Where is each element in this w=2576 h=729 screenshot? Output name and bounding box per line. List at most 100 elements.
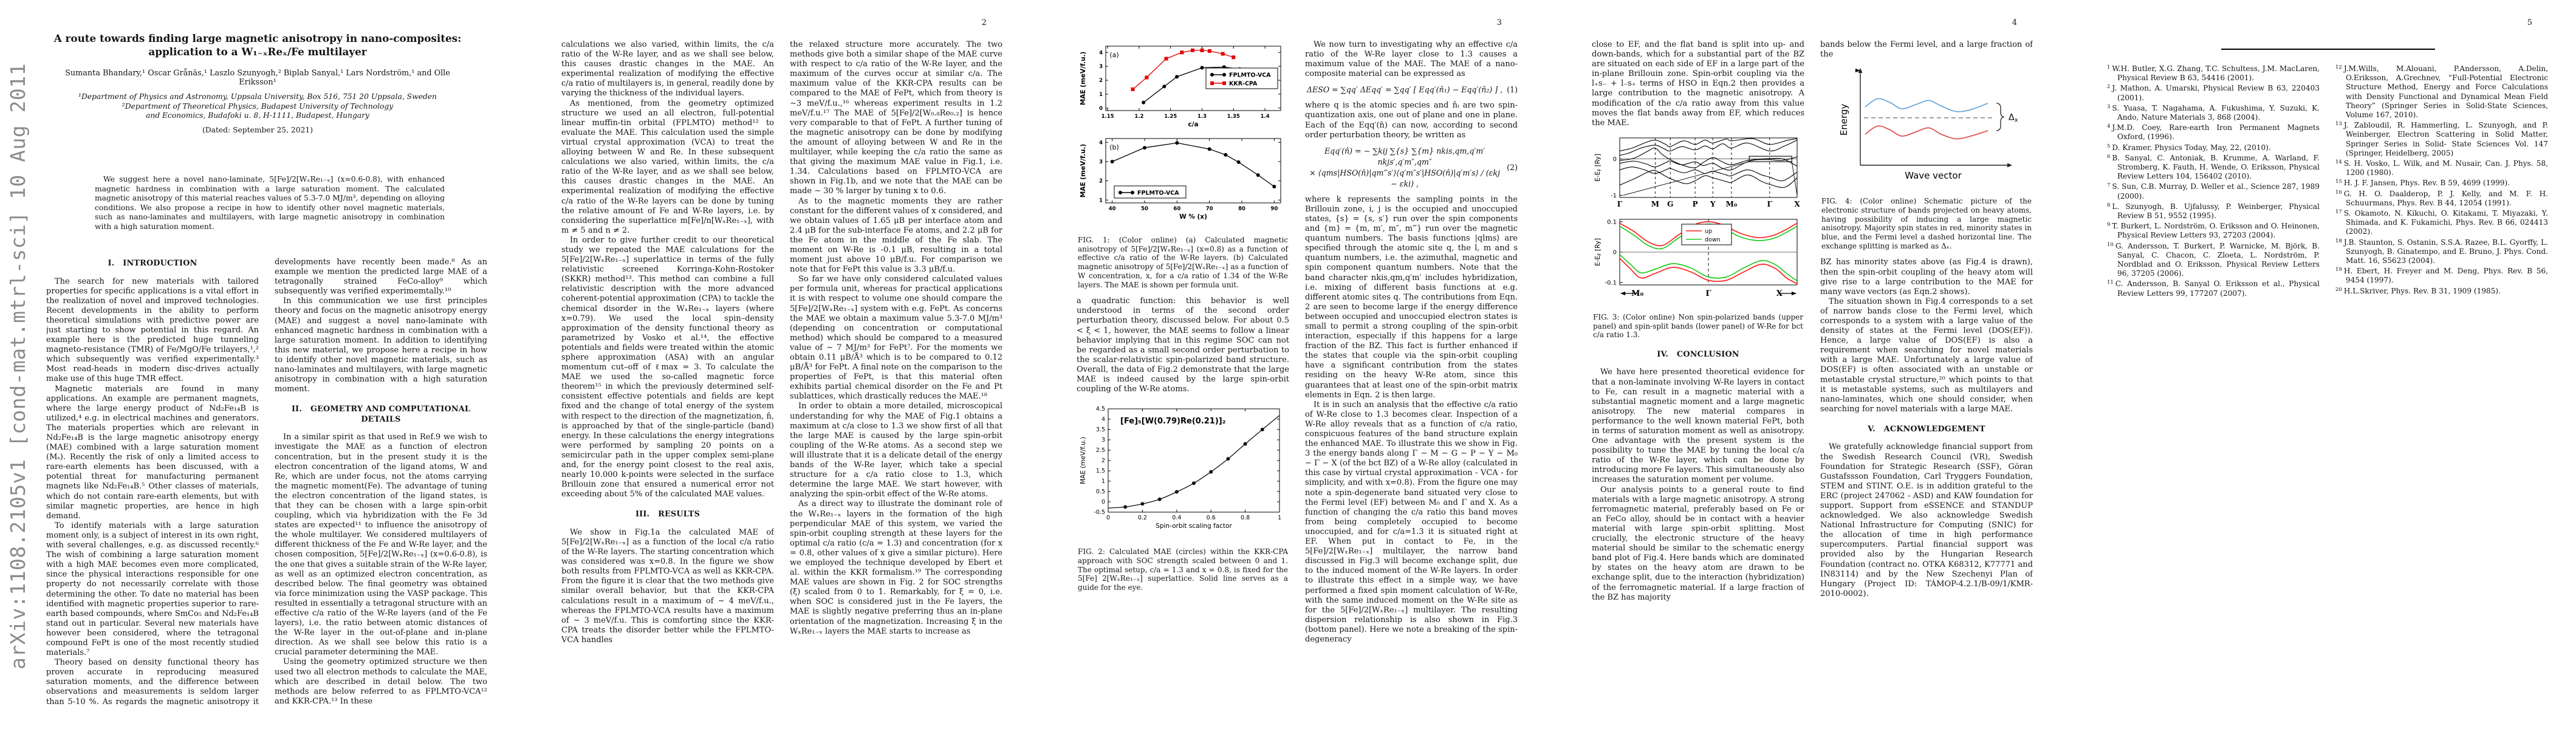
svg-text:0: 0 — [1099, 106, 1103, 112]
paper-head: A route towards finding large magnetic a… — [51, 32, 464, 134]
svg-text:MAE (meV/f.u.): MAE (meV/f.u.) — [1080, 437, 1087, 484]
svg-text:0.4: 0.4 — [1172, 515, 1181, 521]
svg-text:X: X — [1776, 289, 1783, 298]
svg-text:1.4: 1.4 — [1261, 114, 1270, 120]
page-number: 3 — [1496, 18, 1502, 27]
section-heading-acknowledgement: V. ACKNOWLEDGEMENT — [1868, 424, 1985, 434]
paragraph: calculations we also varied, within limi… — [561, 40, 774, 98]
paragraph: developments have recently been made.⁸ A… — [275, 258, 487, 296]
svg-text:G: G — [1667, 200, 1673, 208]
svg-text:0.2: 0.2 — [1138, 515, 1147, 521]
reference-item: 3 S. Yuasa, T. Nagahama, A. Fukushima, Y.… — [2107, 103, 2320, 122]
section-heading-results: III. RESULTS — [635, 510, 701, 519]
reference-item: 6 B. Sanyal, C. Antoniak, B. Krumme, A. W… — [2107, 152, 2320, 182]
paragraph: BZ has minority states above (as Fig.4 i… — [1820, 258, 2033, 296]
reference-item: 8 L. Szunyogh, B. Ujfalussy, P. Weinberge… — [2107, 201, 2320, 221]
svg-text:1.2: 1.2 — [1134, 114, 1143, 120]
svg-text:0.8: 0.8 — [1241, 515, 1250, 521]
reference-number: 13 — [2335, 121, 2342, 128]
svg-text:1.5: 1.5 — [1096, 468, 1105, 474]
reference-number: 18 — [2335, 238, 2342, 244]
page-number: 5 — [2527, 18, 2532, 27]
svg-text:4: 4 — [1099, 140, 1103, 146]
section-heading-geometry: II. GEOMETRY AND COMPUTATIONAL DETAILS — [291, 405, 471, 424]
svg-text:E-EF [Ry]: E-EF [Ry] — [1594, 238, 1603, 266]
paragraph: We gratefully acknowledge financial supp… — [1820, 442, 2033, 598]
page4-right-column: bands below the Fermi level, and a large… — [1820, 40, 2033, 723]
reference-text: L. Szunyogh, B. Ujfalussy, P. Weinberger… — [2112, 202, 2320, 221]
svg-text:Γ: Γ — [1767, 200, 1772, 208]
svg-text:3.5: 3.5 — [1096, 426, 1105, 433]
page-2: 2 calculations we also varied, within li… — [515, 0, 1030, 729]
svg-text:80: 80 — [1238, 206, 1245, 212]
reference-number: 15 — [2335, 179, 2342, 185]
svg-text:P: P — [1693, 200, 1698, 208]
paragraph: As mentioned, from the geometry optimize… — [561, 98, 774, 235]
reference-text: B. Sanyal, C. Antoniak, B. Krumme, A. Wa… — [2112, 153, 2320, 181]
reference-number: 7 — [2107, 182, 2111, 189]
paragraph: In a similar spirit as that used in Ref.… — [275, 433, 487, 657]
svg-text:90: 90 — [1270, 206, 1278, 212]
svg-text:M₀: M₀ — [1631, 289, 1643, 298]
paragraph: In this communication we use first princ… — [275, 296, 487, 394]
reference-item: 4 J.M.D. Coey, Rare-earth Iron Permanent … — [2107, 122, 2320, 142]
svg-text:3: 3 — [1099, 159, 1103, 165]
page5-left-column: 1 W.H. Butler, X.G. Zhang, T.C. Schultess… — [2107, 63, 2320, 719]
page1-left-column: I. INTRODUCTION The search for new mater… — [46, 258, 259, 707]
paragraph: In order to give further credit to our t… — [561, 235, 774, 499]
affiliation-1: ¹Department of Physics and Astronomy, Up… — [78, 92, 437, 101]
reference-text: S. Yuasa, T. Nagahama, A. Fukushima, Y. … — [2112, 103, 2320, 122]
svg-text:-0.1: -0.1 — [1605, 279, 1617, 286]
equation-2: Eqq′(n̂) = − ∑kij ∑{s} ∑{m} nkis,qm,q′m′… — [1305, 146, 1518, 190]
svg-text:c/a: c/a — [1188, 121, 1198, 128]
reference-text: W.H. Butler, X.G. Zhang, T.C. Schultess,… — [2112, 64, 2320, 83]
svg-text:1: 1 — [1278, 515, 1281, 521]
reference-text: D. Kramer, Physics Today, May, 22, (2010… — [2112, 143, 2271, 152]
page2-right-column: the relaxed structure more accurately. T… — [790, 40, 1002, 723]
svg-text:2: 2 — [1099, 179, 1103, 185]
arxiv-watermark: arXiv:1108.2105v1 [cond-mat.mtrl-sci] 10… — [6, 63, 30, 669]
reference-text: S. Okamoto, N. Kikuchi, O. Kitakami, T. … — [2343, 209, 2548, 236]
dated-line: (Dated: September 25, 2021) — [202, 125, 313, 134]
paragraph: So far we have only considered calculate… — [790, 275, 1002, 402]
reference-text: S. Sun, C.B. Murray, D. Weller et al., S… — [2112, 182, 2320, 200]
svg-text:Spin-orbit scaling factor: Spin-orbit scaling factor — [1156, 522, 1232, 530]
reference-item: 5 D. Kramer, Physics Today, May, 22, (201… — [2107, 142, 2320, 152]
svg-text:(a): (a) — [1109, 51, 1118, 59]
page3-left-column: 1.15 1.2 1.25 1.3 1.35 1.4 0 1 2 3 4 c/a MAE (meV/f.… — [1077, 40, 1289, 723]
svg-text:FPLMTO-VCA: FPLMTO-VCA — [1229, 72, 1271, 79]
paragraph: Our analysis points to a general route t… — [1592, 485, 1804, 602]
svg-text:[Fe]₅[W(0.79)Re(0.21)]₂: [Fe]₅[W(0.79)Re(0.21)]₂ — [1120, 417, 1225, 426]
reference-number: 10 — [2107, 241, 2114, 248]
reference-number: 12 — [2335, 64, 2342, 70]
svg-text:Γ: Γ — [1617, 200, 1623, 208]
reference-number: 19 — [2335, 267, 2342, 273]
svg-text:4: 4 — [1101, 416, 1105, 423]
author-line: Sumanta Bhandary,¹ Oscar Grånäs,¹ Laszlo… — [65, 69, 450, 87]
paragraph: As a direct way to illustrate the domina… — [790, 499, 1002, 636]
reference-text: J.B. Staunton, S. Ostanin, S.S.A. Razee,… — [2343, 238, 2548, 265]
svg-text:1: 1 — [1099, 197, 1103, 204]
svg-text:Energy: Energy — [1838, 104, 1849, 136]
affiliation-2a: ²Department of Theoretical Physics, Buda… — [122, 101, 394, 111]
svg-text:Γ: Γ — [1705, 289, 1711, 298]
svg-text:(b): (b) — [1109, 143, 1119, 151]
reference-item: 18 J.B. Staunton, S. Ostanin, S.S.A. Raze… — [2335, 237, 2548, 266]
page2-left-column: calculations we also varied, within limi… — [561, 40, 774, 723]
paragraph: Magnetic materials are found in many app… — [46, 384, 259, 521]
page3-right-column: We now turn to investigating why an effe… — [1305, 40, 1518, 723]
svg-text:MAE (meV/f.u.): MAE (meV/f.u.) — [1080, 52, 1087, 105]
svg-text:-1: -1 — [1611, 193, 1617, 199]
svg-text:4.5: 4.5 — [1096, 406, 1105, 412]
reference-item: 12 J.M.Wills, M.Alouani, P.Andersson, A.D… — [2335, 63, 2548, 120]
reference-text: J.M.Wills, M.Alouani, P.Andersson, A.Del… — [2343, 64, 2548, 120]
svg-text:1.35: 1.35 — [1227, 114, 1240, 120]
equation-2-math: Eqq′(n̂) = − ∑kij ∑{s} ∑{m} nkis,qm,q′m′… — [1309, 146, 1500, 188]
svg-text:Δx: Δx — [2009, 113, 2018, 124]
equation-1: ΔESO = ∑qq′ ΔEqq′ = ∑qq′ [ Eqq′(n̂₁) − E… — [1305, 84, 1518, 95]
svg-text:W % (x): W % (x) — [1179, 213, 1207, 221]
fig2-mae-vs-soc-chart: 0 0.2 0.4 0.6 0.8 1 -0.5 0 0.5 1 1.5 2 2.5 3 3.5 4 4.5 Sp… — [1077, 403, 1289, 542]
fig4-schematic-bands-chart: Δx Energy Wave vector — [1820, 64, 2033, 192]
page1-right-column: developments have recently been made.⁸ A… — [275, 258, 487, 707]
svg-text:Wave vector: Wave vector — [1905, 170, 1962, 181]
